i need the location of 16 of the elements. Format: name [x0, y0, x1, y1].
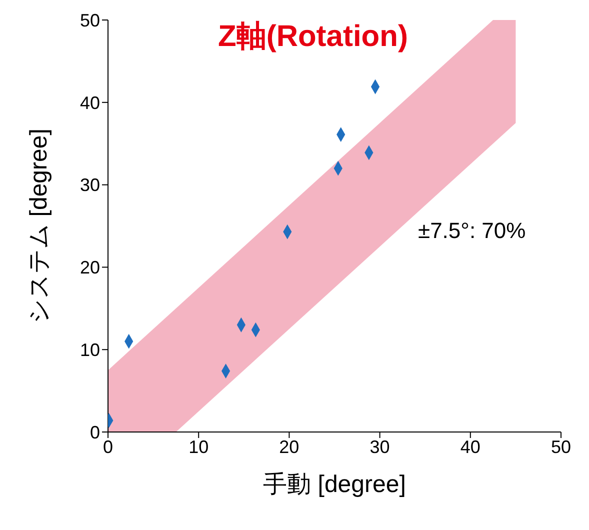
x-tick-label: 20 — [279, 436, 300, 457]
annotation: ±7.5°: 70% — [418, 218, 526, 244]
x-axis-title: 手動 [degree] — [263, 471, 406, 498]
y-tick-label: 0 — [90, 422, 100, 442]
y-axis-title: システム [degree] — [26, 128, 53, 324]
x-tick-label: 40 — [460, 436, 480, 457]
y-tick-label: 40 — [80, 92, 100, 113]
y-tick-label: 50 — [80, 10, 100, 30]
y-tick-label: 20 — [80, 258, 100, 278]
x-tick-label: 0 — [102, 436, 114, 457]
chart-title: Z軸(Rotation) — [218, 19, 408, 55]
y-tick-label: 30 — [80, 175, 100, 196]
x-tick-label: 10 — [188, 436, 209, 457]
x-tick-label: 30 — [370, 436, 390, 457]
y-tick-label: 10 — [80, 340, 100, 360]
x-tick-label: 50 — [550, 436, 572, 457]
